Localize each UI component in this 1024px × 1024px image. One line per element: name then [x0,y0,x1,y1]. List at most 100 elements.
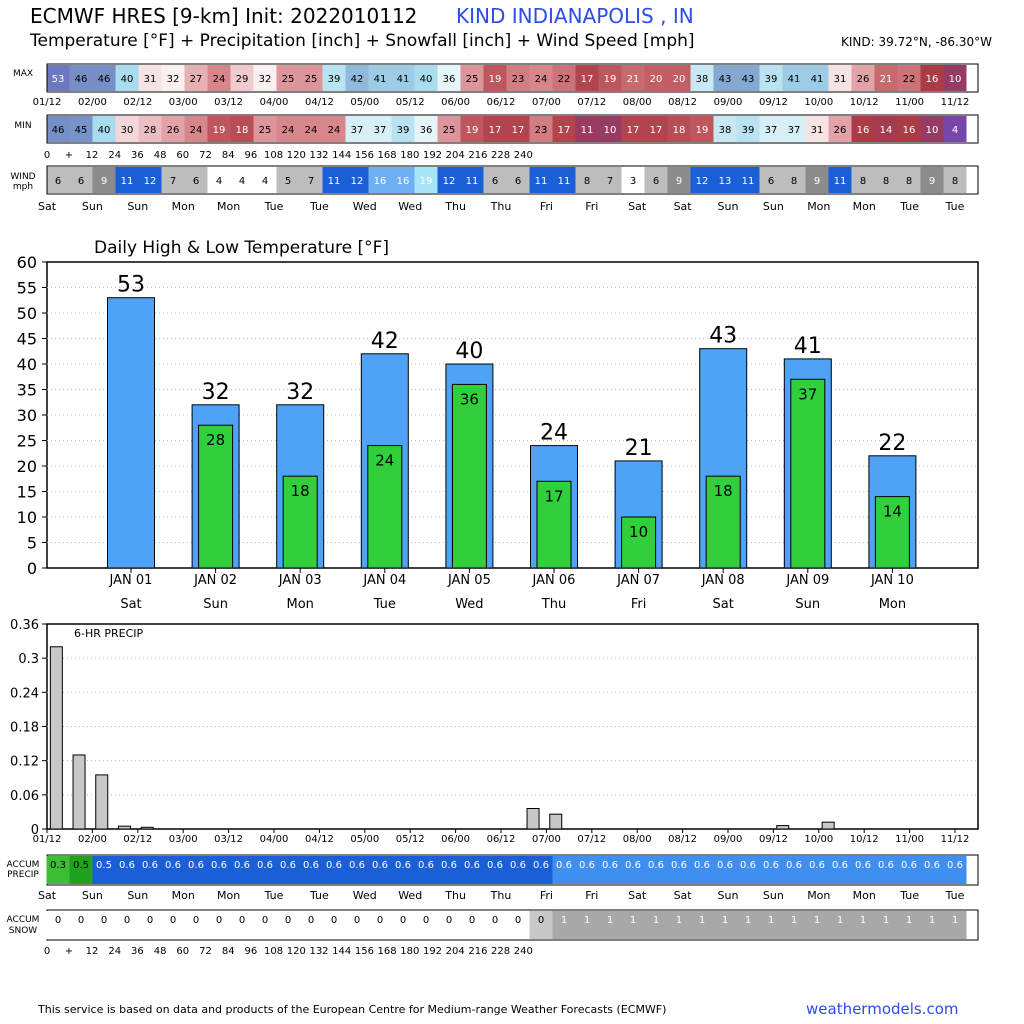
max-temp-strip-value: 43 [742,74,755,85]
accum-snow-hour-tick: 228 [491,946,510,957]
max-temp-strip-cell [92,65,116,91]
min-temp-strip-value: 17 [627,125,640,136]
accum-snow-value: 0 [446,915,452,926]
accum-snow-value: 0 [377,915,383,926]
min-temp-strip-value: 24 [328,125,341,136]
accum-precip-cell [598,856,622,884]
wind-strip-day-tick: Sun [718,200,739,213]
accum-precip-cell [368,856,392,884]
high-temp-label: 32 [286,380,314,405]
wind-strip-cell [598,167,622,193]
accum-snow-hour-tick: 48 [154,946,167,957]
max-strip-date-tick: 05/00 [350,97,379,108]
min-temp-strip-value: 23 [535,125,548,136]
accum-precip-cell [161,856,185,884]
accum-precip-cell [782,856,806,884]
wind-strip-cell [897,167,921,193]
wind-strip-cell [437,167,461,193]
min-temp-strip-cell [207,116,231,142]
accum-snow-value: 1 [768,915,774,926]
accum-snow-cell [736,911,760,939]
accum-snow-value: 1 [906,915,912,926]
max-strip-date-tick: 03/00 [169,97,198,108]
accum-precip-cell [667,856,691,884]
wind-strip-cell [552,167,576,193]
min-strip-hour-tick: 72 [199,150,212,161]
precip-x-tick-label: 04/00 [260,834,289,845]
temp-y-tick-label: 45 [17,330,37,349]
accum-precip-value: 0.6 [602,860,618,871]
wind-strip-value: 6 [193,176,199,187]
precip-x-tick-label: 02/00 [78,834,107,845]
accum-snow-value: 1 [929,915,935,926]
min-strip-hour-tick: 204 [446,150,465,161]
wind-strip-value: 9 [814,176,820,187]
temp-x-weekday-label: Sun [203,597,228,612]
precip-x-tick-label: 06/12 [487,834,516,845]
accum-precip-value: 0.6 [487,860,503,871]
wind-strip-day-tick: Mon [807,200,830,213]
temp-x-weekday-label: Mon [286,597,313,612]
accum-precip-value: 0.6 [533,860,549,871]
wind-strip-cell [690,167,714,193]
accum-precip-day-tick: Fri [540,889,553,902]
temp-x-weekday-label: Mon [879,597,906,612]
accum-snow-cell [345,911,369,939]
max-temp-strip-value: 10 [949,74,962,85]
accum-precip-cell [828,856,852,884]
accum-precip-day-tick: Sun [127,889,148,902]
accum-precip-cell [276,856,300,884]
min-strip-hour-tick: 48 [154,150,167,161]
accum-precip-cell [391,856,415,884]
max-temp-strip-cell [437,65,461,91]
accum-precip-cell [897,856,921,884]
accum-snow-cell [713,911,737,939]
accum-precip-day-tick: Sat [628,889,647,902]
accum-precip-value: 0.6 [211,860,227,871]
accum-precip-cell [851,856,875,884]
accum-precip-day-tick: Tue [899,889,919,902]
accum-snow-value: 0 [308,915,314,926]
accum-precip-value: 0.6 [395,860,411,871]
accum-precip-value: 0.6 [924,860,940,871]
accum-snow-value: 1 [814,915,820,926]
accum-snow-value: 1 [676,915,682,926]
min-temp-strip-cell [46,116,70,142]
temp-y-tick-label: 35 [17,381,37,400]
accum-precip-cell [460,856,484,884]
low-temp-label: 18 [714,482,733,500]
max-temp-strip-cell [184,65,208,91]
max-temp-strip-cell [667,65,691,91]
accum-snow-value: 0 [262,915,268,926]
min-temp-strip-cell [736,116,760,142]
accum-snow-value: 1 [952,915,958,926]
accum-snow-value: 0 [400,915,406,926]
max-temp-strip-cell [644,65,668,91]
wind-strip-cell [391,167,415,193]
max-temp-strip-value: 22 [903,74,916,85]
footer-site-link[interactable]: weathermodels.com [806,1000,959,1018]
wind-strip-label: WIND [10,172,35,182]
min-strip-hour-tick: 108 [264,150,283,161]
wind-strip-value: 11 [558,176,571,187]
max-temp-strip-cell [46,65,70,91]
accum-precip-value: 0.6 [878,860,894,871]
accum-precip-cell [529,856,553,884]
temp-x-weekday-label: Wed [455,597,483,612]
max-temp-strip-value: 16 [926,74,939,85]
accum-snow-value: 1 [653,915,659,926]
min-temp-strip-value: 10 [926,125,939,136]
precip-x-tick-label: 01/12 [33,834,62,845]
max-temp-strip-value: 25 [282,74,295,85]
temp-x-tick-label: JAN 07 [616,573,660,588]
wind-strip-cell [644,167,668,193]
precip-x-tick-label: 03/00 [169,834,198,845]
max-strip-date-tick: 02/00 [78,97,107,108]
wind-strip-cell [920,167,944,193]
wind-strip-border [46,165,979,195]
low-temp-label: 17 [544,487,563,505]
min-temp-strip-cell [529,116,553,142]
min-temp-strip-cell [483,116,507,142]
accum-snow-value: 0 [285,915,291,926]
wind-strip-cell [782,167,806,193]
